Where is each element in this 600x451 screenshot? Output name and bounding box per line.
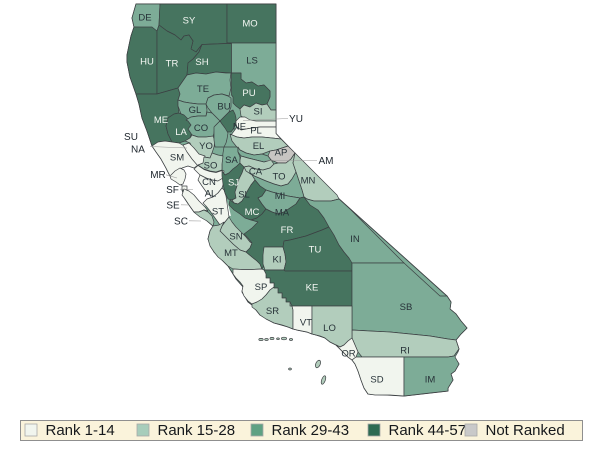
svg-text:MA: MA (275, 207, 290, 218)
svg-text:SY: SY (183, 15, 196, 26)
svg-text:SL: SL (238, 189, 250, 200)
svg-text:YO: YO (199, 141, 213, 152)
svg-text:CA: CA (249, 166, 263, 177)
svg-text:EL: EL (253, 141, 265, 152)
svg-text:SD: SD (370, 374, 383, 385)
svg-text:MT: MT (224, 248, 238, 259)
svg-text:CO: CO (194, 123, 208, 134)
svg-text:AP: AP (275, 147, 288, 158)
svg-text:Rank 44-57: Rank 44-57 (389, 422, 467, 439)
svg-text:SP: SP (255, 282, 268, 293)
svg-text:IN: IN (350, 234, 360, 245)
svg-text:VT: VT (300, 317, 312, 328)
svg-text:IM: IM (425, 374, 436, 385)
svg-text:SO: SO (204, 160, 218, 171)
svg-text:KI: KI (273, 254, 282, 265)
svg-text:GL: GL (189, 105, 202, 116)
svg-text:MO: MO (242, 18, 257, 29)
svg-text:Rank 29-43: Rank 29-43 (272, 422, 350, 439)
svg-text:OR: OR (341, 348, 355, 359)
svg-text:SA: SA (225, 155, 238, 166)
svg-text:NE: NE (233, 121, 246, 132)
svg-text:PL: PL (250, 125, 262, 136)
svg-text:Not Ranked: Not Ranked (486, 422, 565, 439)
svg-text:LO: LO (323, 323, 336, 334)
svg-text:TU: TU (309, 244, 322, 255)
svg-text:BU: BU (217, 101, 230, 112)
svg-text:DE: DE (138, 12, 151, 23)
svg-text:SC: SC (174, 216, 188, 227)
svg-text:Rank 15-28: Rank 15-28 (158, 422, 236, 439)
svg-text:ME: ME (154, 115, 168, 126)
svg-text:MN: MN (301, 175, 316, 186)
svg-text:SE: SE (166, 200, 180, 211)
svg-text:SR: SR (266, 306, 279, 317)
svg-text:SM: SM (170, 152, 184, 163)
svg-text:CN: CN (202, 177, 216, 188)
svg-text:NA: NA (131, 144, 145, 155)
svg-text:HU: HU (140, 56, 154, 67)
svg-text:SJ: SJ (228, 177, 239, 188)
svg-text:PU: PU (242, 88, 255, 99)
svg-text:LA: LA (175, 127, 187, 138)
svg-text:MR: MR (150, 170, 166, 181)
svg-text:FR: FR (281, 225, 294, 236)
svg-text:KE: KE (306, 282, 319, 293)
svg-text:Rank 1-14: Rank 1-14 (46, 422, 115, 439)
svg-text:TE: TE (197, 84, 209, 95)
svg-text:YU: YU (289, 114, 303, 125)
svg-text:SI: SI (254, 106, 263, 117)
svg-text:SF: SF (166, 185, 179, 196)
svg-text:ST: ST (212, 206, 224, 217)
svg-text:SU: SU (124, 132, 138, 143)
svg-text:TO: TO (272, 171, 285, 182)
svg-text:SN: SN (229, 231, 242, 242)
svg-text:MC: MC (245, 207, 260, 218)
svg-text:SB: SB (400, 302, 413, 313)
svg-text:SH: SH (195, 57, 208, 68)
svg-text:AL: AL (205, 188, 217, 199)
svg-text:TR: TR (166, 58, 179, 69)
svg-text:MI: MI (275, 191, 286, 202)
svg-text:AM: AM (319, 156, 334, 167)
svg-text:RI: RI (400, 345, 410, 356)
svg-text:LS: LS (246, 55, 258, 66)
